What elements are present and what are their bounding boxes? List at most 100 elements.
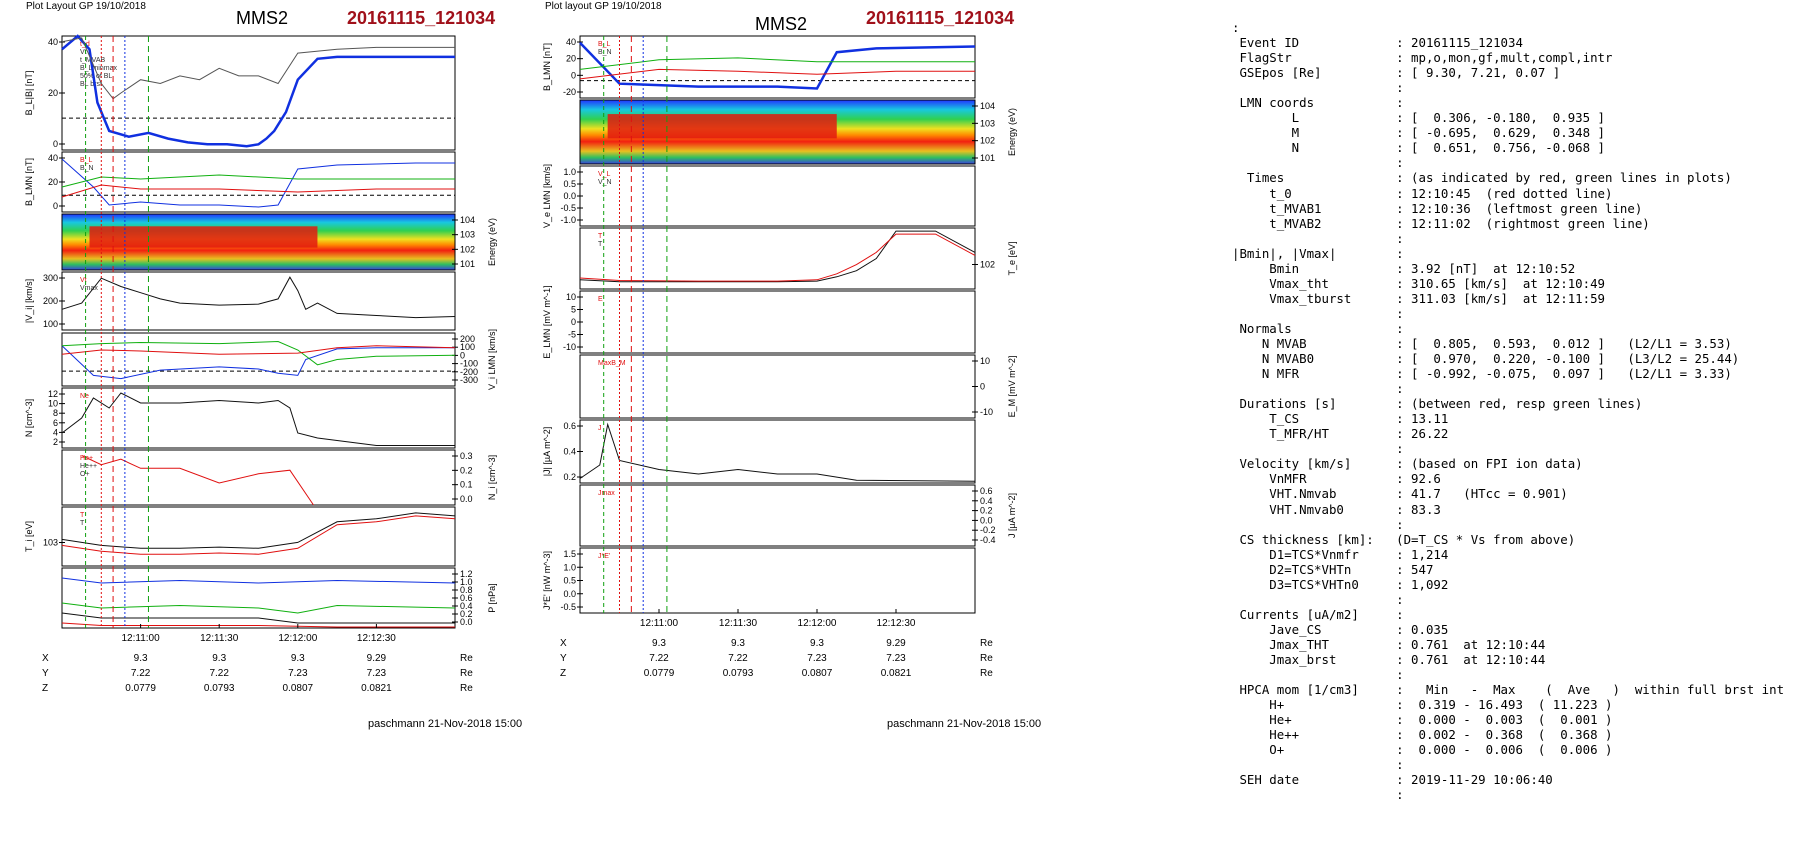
y-tick-label: 0 <box>571 70 576 80</box>
data-series <box>61 392 455 446</box>
x-tick-label: 12:11:30 <box>719 618 758 629</box>
y-axis-label: E_M [mV m^-2] <box>1007 356 1017 418</box>
panel-frame <box>579 354 976 419</box>
y-tick-label: 0.6 <box>980 486 993 496</box>
info-line: |Bmin|, |Vmax| : <box>1232 245 1404 261</box>
legend-entry: V_N <box>598 179 612 186</box>
x-tick-label: 12:11:00 <box>640 618 679 629</box>
info-line: VHT.Nmvab0 : 83.3 <box>1232 501 1441 517</box>
info-line: HPCA mom [1/cm3] : Min - Max ( Ave ) wit… <box>1232 682 1785 698</box>
y-tick-label: 0.4 <box>460 601 473 611</box>
position-unit: Re <box>980 653 993 664</box>
y-tick-label: 0.0 <box>460 617 473 627</box>
info-line: t_MVAB2 : 12:11:02 (rightmost green line… <box>1232 215 1650 231</box>
info-line: He++ : 0.002 - 0.368 ( 0.368 ) <box>1232 727 1613 743</box>
y-axis-label: E_LMN [mV m^-1] <box>542 285 552 358</box>
position-value: 0.0807 <box>283 683 314 694</box>
y-tick-label: 0.8 <box>460 585 473 595</box>
panel-frame <box>61 151 456 213</box>
info-line: O+ : 0.000 - 0.006 ( 0.006 ) <box>1232 742 1613 758</box>
info-line: L : [ 0.306, -0.180, 0.935 ] <box>1232 110 1605 126</box>
spectrogram-core <box>607 114 837 139</box>
position-value: 7.22 <box>728 653 748 664</box>
y-tick-label: 100 <box>460 342 475 352</box>
panel-frame <box>61 567 456 629</box>
legend-entry: B_N <box>80 165 94 172</box>
panel-je: 1.51.00.50.0-0.5J*E' [nW m^-3]J*E' <box>542 547 976 614</box>
right-spacecraft-label: MMS2 <box>755 14 808 34</box>
right-figure: 40 20 0 -20 B_LMN [nT] B_LB_N 104 103 102 101 Ener… <box>542 35 1017 679</box>
panel-blmn: 40 20 0 -20 B_LMN [nT] B_LB_N <box>542 35 976 99</box>
position-value: 7.23 <box>288 668 308 679</box>
info-line: Vmax_tht : 310.65 [km/s] at 12:10:49 <box>1232 275 1605 291</box>
y-tick-label: 200 <box>43 296 58 306</box>
left-event-id: 20161115_121034 <box>347 8 496 28</box>
info-line: N MFR : [ -0.992, -0.075, 0.097 ] (L2/L1… <box>1232 366 1732 382</box>
data-series <box>579 230 976 283</box>
y-axis-label: |J| [µA m^-2] <box>542 427 552 477</box>
event-info-text: : Event ID : 20161115_121034 FlagStr : m… <box>1232 20 1802 802</box>
y-tick-label: 0.6 <box>460 593 473 603</box>
data-series <box>61 37 455 100</box>
data-series <box>61 158 455 208</box>
panel-frame <box>579 290 976 354</box>
info-line: : <box>1232 516 1404 532</box>
legend-entry: B_L <box>80 157 93 164</box>
y-tick-label: 10 <box>980 356 990 366</box>
data-series <box>61 345 455 380</box>
y-tick-label: 40 <box>48 37 58 47</box>
panel-frame <box>61 449 456 506</box>
y-axis-label: B_L|B| [nT] <box>24 71 34 116</box>
y-tick-label: 0.1 <box>460 480 473 490</box>
y-tick-label: 0.5 <box>563 179 576 189</box>
position-value: 0.0793 <box>204 683 235 694</box>
legend-entry: He+ <box>80 455 93 462</box>
info-line: : <box>1232 80 1404 96</box>
y-tick-label: 4 <box>53 427 58 437</box>
y-tick-label: 200 <box>460 334 475 344</box>
info-line: T_CS : 13.11 <box>1232 411 1449 427</box>
y-tick-label: -100 <box>460 359 478 369</box>
position-value: 9.3 <box>652 638 666 649</box>
left-spacecraft-label: MMS2 <box>236 8 289 28</box>
y-tick-label: -20 <box>563 87 576 97</box>
y-tick-label: 103 <box>460 230 475 240</box>
panel-em: 10 0 -10 E_M [mV m^-2] MaxB_M <box>579 354 1017 419</box>
info-line: N : [ 0.651, 0.756, -0.068 ] <box>1232 140 1605 156</box>
position-value: 9.3 <box>134 653 148 664</box>
y-tick-label: 0 <box>980 382 985 392</box>
y-tick-label: 12 <box>48 389 58 399</box>
position-row-label: Y <box>42 668 49 679</box>
panel-frame <box>579 227 976 290</box>
info-line: FlagStr : mp,o,mon,gf,mult,compl,intr <box>1232 50 1613 66</box>
legend-entry: E <box>598 296 603 303</box>
right-event-id: 20161115_121034 <box>866 8 1015 28</box>
position-value: 0.0779 <box>125 683 156 694</box>
y-tick-label: 0.6 <box>563 421 576 431</box>
y-axis-label: P [nPa] <box>487 583 497 612</box>
y-tick-label: 0.5 <box>563 576 576 586</box>
position-value: 0.0821 <box>881 668 912 679</box>
data-series <box>61 34 455 148</box>
position-unit: Re <box>980 638 993 649</box>
y-axis-label: |V_i| [km/s] <box>24 279 34 323</box>
legend-entry: V_L <box>598 171 611 178</box>
y-tick-label: 0.0 <box>563 589 576 599</box>
position-value: 7.22 <box>209 668 229 679</box>
y-tick-label: -300 <box>460 375 478 385</box>
y-tick-label: -5 <box>568 330 576 340</box>
position-row-label: Z <box>42 683 48 694</box>
y-tick-label: 0.0 <box>980 515 993 525</box>
info-line: : <box>1232 20 1240 35</box>
info-line: t_MVAB1 : 12:10:36 (leftmost green line) <box>1232 200 1643 216</box>
y-tick-label: 0.3 <box>460 451 473 461</box>
position-value: 7.22 <box>131 668 151 679</box>
y-tick-label: 10 <box>566 292 576 302</box>
panel-frame <box>579 165 976 227</box>
y-tick-label: 10 <box>48 399 58 409</box>
panel-e: 10 5 0 -5 -10 E_LMN [mV m^-1] E <box>542 285 976 359</box>
info-line: : <box>1232 667 1404 683</box>
data-series <box>61 340 456 366</box>
